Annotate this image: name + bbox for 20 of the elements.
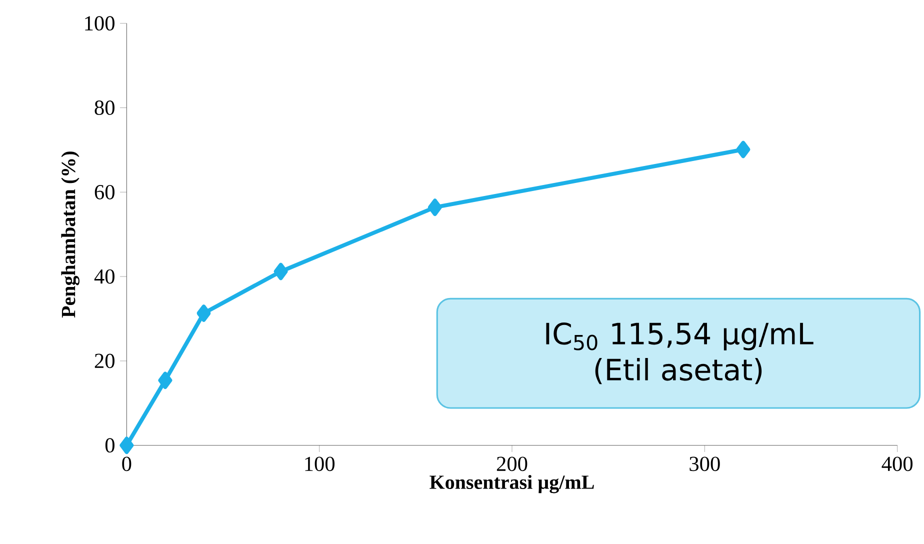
- x-tick-label: 200: [496, 456, 528, 472]
- point: [274, 262, 288, 280]
- point: [428, 198, 442, 216]
- point: [196, 304, 211, 322]
- point: [158, 372, 172, 390]
- y-axis-title: Penghambatan (%): [61, 152, 80, 318]
- y-tick-label: 0: [105, 438, 114, 453]
- annotation: IC$_{50}$ 115,54 µg/mL (Etil asetat): [546, 322, 814, 384]
- y-tick-label: 40: [94, 269, 114, 284]
- y-tick-label: 80: [94, 100, 114, 115]
- x-axis-title: Konsentrasi µg/mL: [430, 474, 594, 494]
- y-tick-label: 100: [85, 16, 114, 31]
- point: [120, 436, 134, 454]
- x-tick-label: 0: [122, 456, 132, 472]
- point: [736, 140, 750, 158]
- y-tick-label: 20: [94, 354, 114, 368]
- y-tick-label: 60: [94, 184, 114, 200]
- x-tick-label: 300: [690, 456, 720, 472]
- x-tick-label: 400: [882, 456, 913, 472]
- x-tick-label: 100: [305, 456, 335, 472]
